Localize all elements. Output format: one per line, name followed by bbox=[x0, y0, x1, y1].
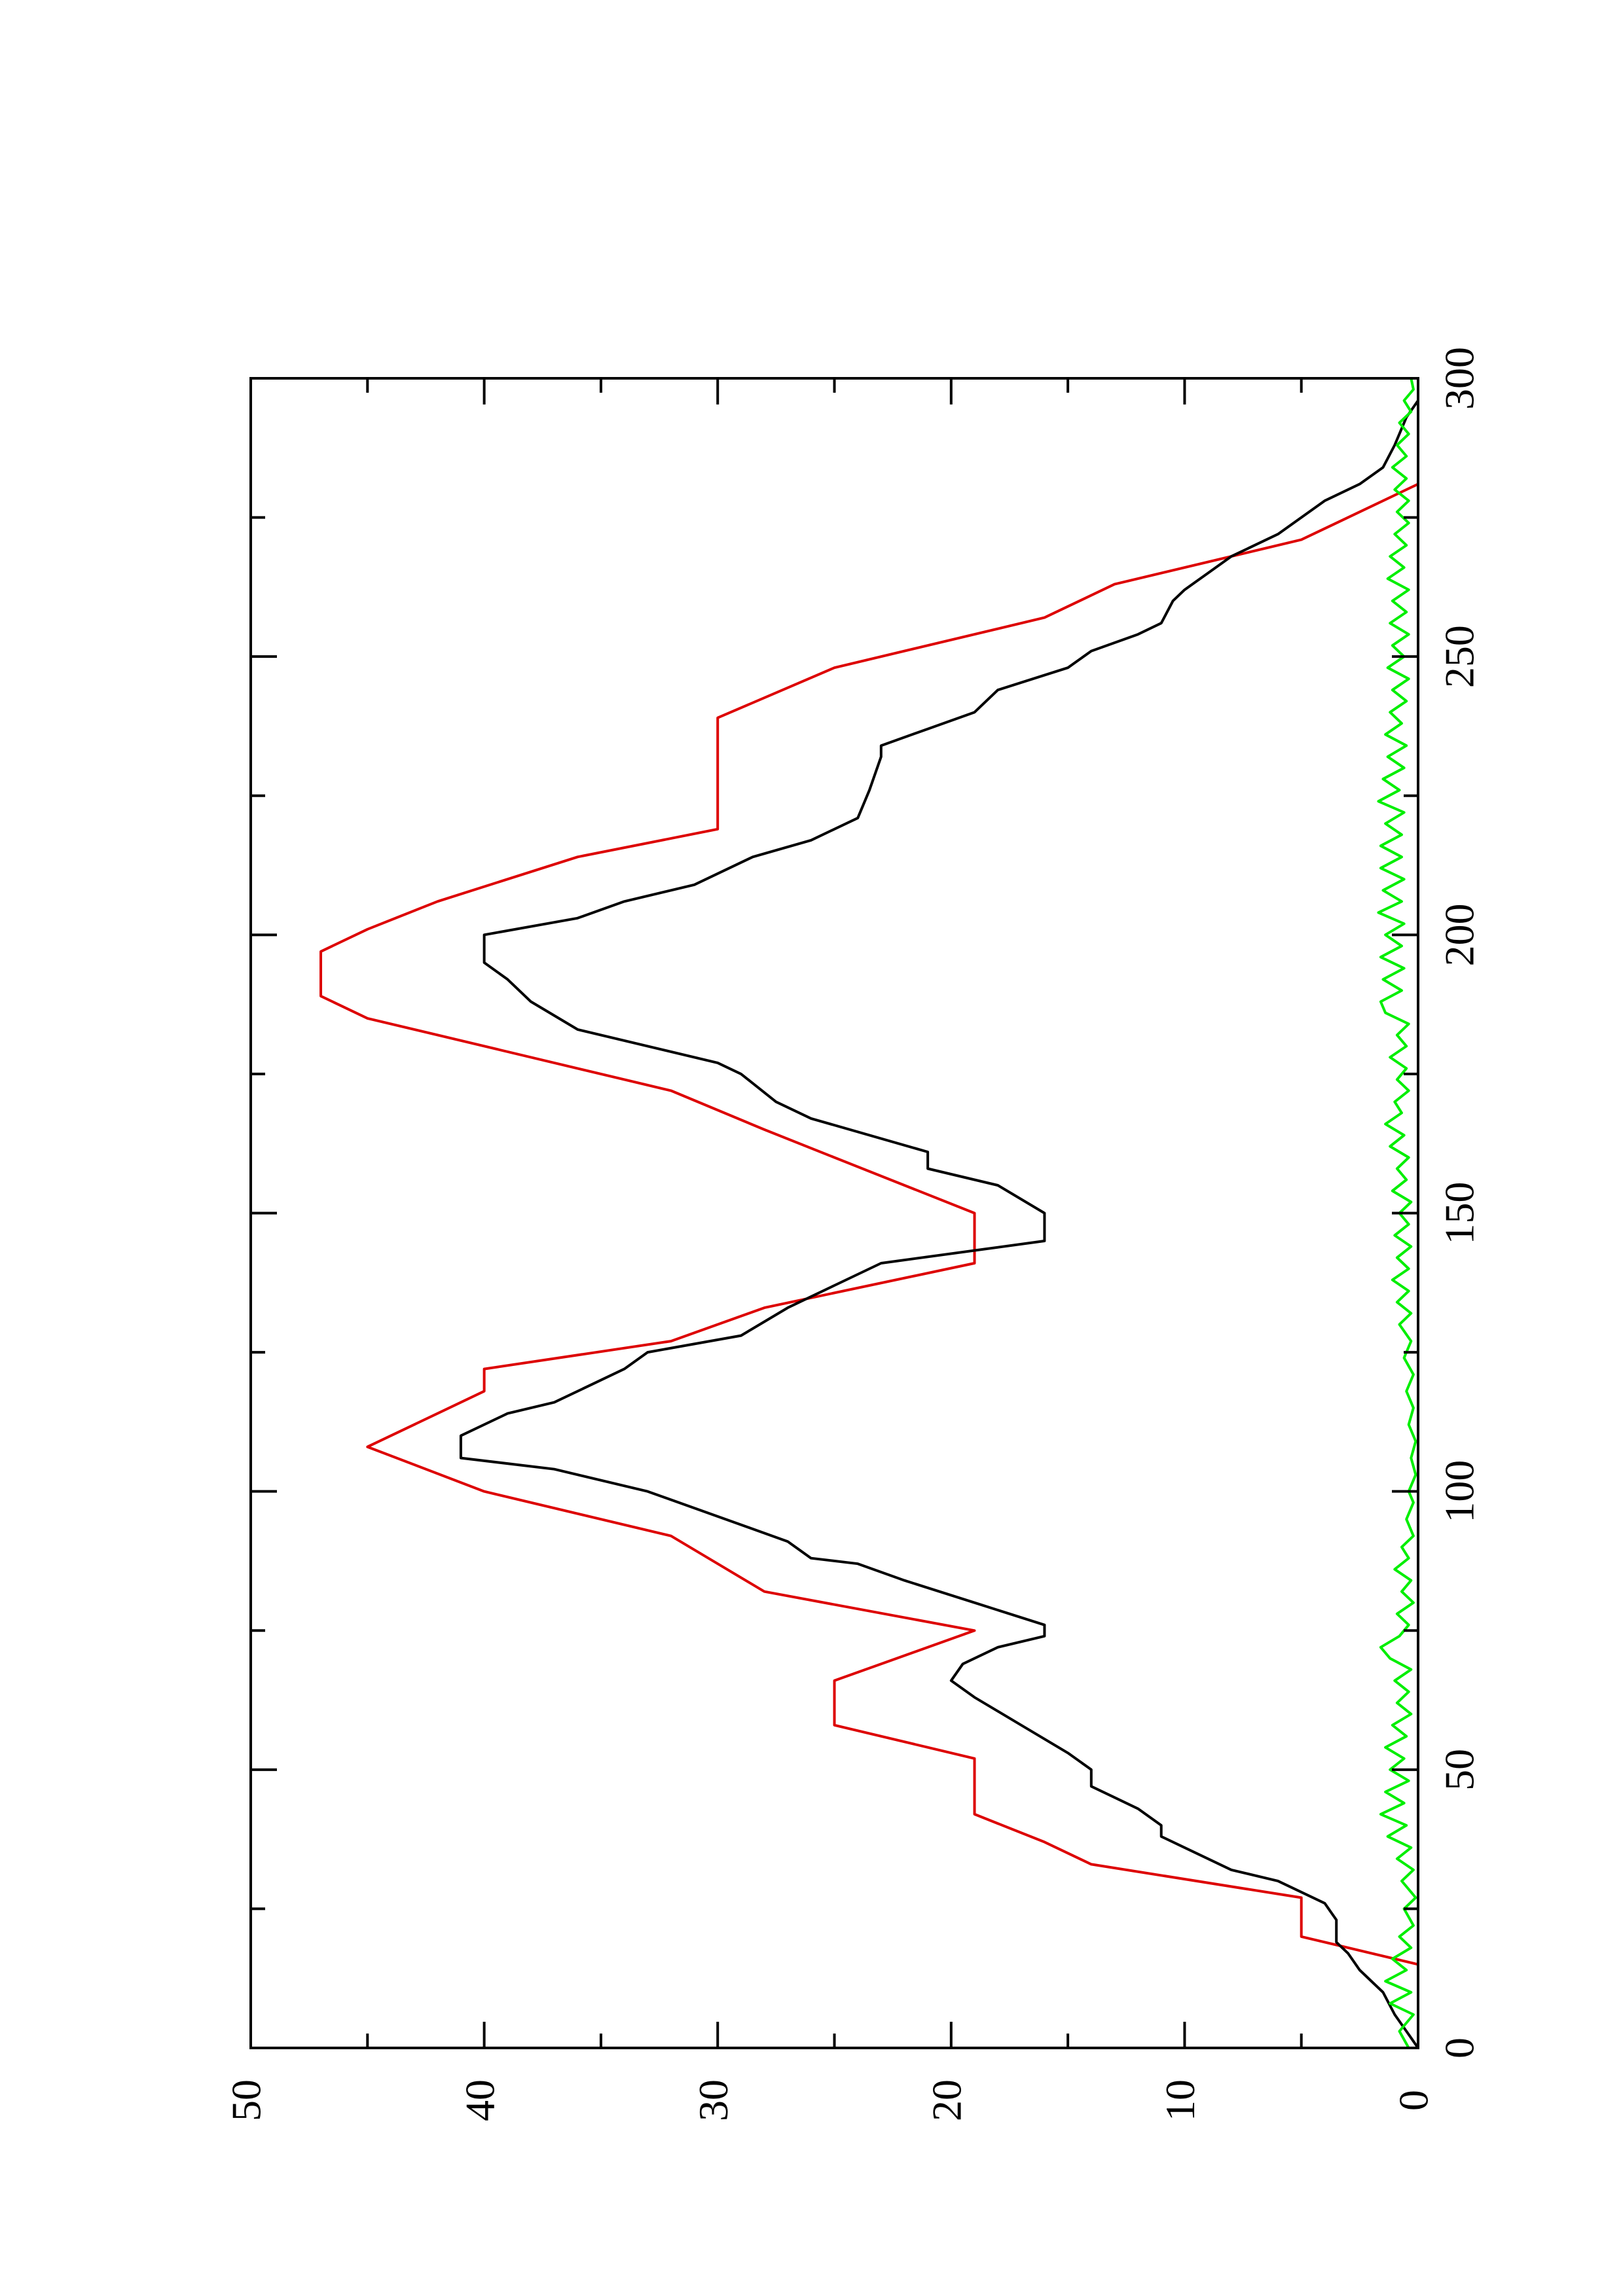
plot-frame bbox=[249, 377, 1419, 2049]
y-tick-label: 0 bbox=[1391, 2090, 1437, 2111]
x-tick-label: 0 bbox=[1436, 2037, 1483, 2058]
series-line-2 bbox=[459, 378, 1418, 2048]
x-tick-label: 100 bbox=[1436, 1460, 1483, 1523]
y-tick-label: 50 bbox=[223, 2079, 270, 2121]
y-tick-label: 30 bbox=[690, 2079, 737, 2121]
series-line-1 bbox=[319, 482, 1418, 1966]
x-tick-label: 250 bbox=[1436, 625, 1483, 688]
x-tick-label: 300 bbox=[1436, 347, 1483, 410]
y-tick-label: 10 bbox=[1157, 2079, 1203, 2121]
series-line-3 bbox=[1377, 378, 1417, 2048]
x-tick-label: 150 bbox=[1436, 1182, 1483, 1245]
x-tick-label: 50 bbox=[1436, 1749, 1483, 1791]
y-tick-label: 40 bbox=[456, 2079, 503, 2121]
x-tick-label: 200 bbox=[1436, 903, 1483, 966]
y-tick-label: 20 bbox=[923, 2079, 970, 2121]
series-layer bbox=[319, 378, 1418, 2048]
tick-layer: 0 50 100 150 200 250 300 0 10 20 30 40 50 bbox=[223, 347, 1483, 2121]
